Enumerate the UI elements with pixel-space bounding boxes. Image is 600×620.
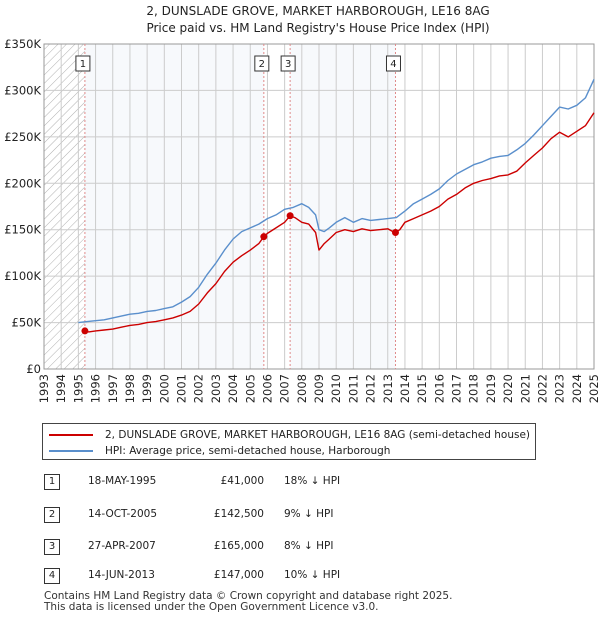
x-tick-label: 1993	[37, 374, 51, 403]
transaction-hpi: 10% ↓ HPI	[284, 569, 341, 581]
y-tick-label: £350K	[4, 37, 41, 51]
y-tick-label: £0	[26, 362, 41, 376]
x-tick-label: 2014	[398, 374, 412, 403]
transaction-point	[81, 327, 89, 335]
chart-title-line1: 2, DUNSLADE GROVE, MARKET HARBOROUGH, LE…	[146, 4, 489, 18]
ownership-band	[84, 44, 264, 369]
x-tick-label: 2016	[432, 374, 446, 403]
y-tick-label: £50K	[12, 316, 42, 330]
footer: Contains HM Land Registry data © Crown c…	[44, 591, 452, 613]
plot-frame	[43, 43, 595, 370]
table-row: 4 14-JUN-2013 £147,000 10% ↓ HPI	[44, 568, 384, 584]
x-tick-label: 2001	[175, 374, 189, 403]
transaction-date: 14-JUN-2013	[88, 569, 155, 581]
footer-line2: This data is licensed under the Open Gov…	[44, 601, 379, 613]
x-tick-label: 2013	[381, 374, 395, 403]
transaction-marker-number: 4	[390, 59, 396, 70]
price-chart: 2, DUNSLADE GROVE, MARKET HARBOROUGH, LE…	[4, 4, 600, 403]
transaction-price: £147,000	[213, 569, 264, 581]
x-tick-label: 2023	[553, 374, 567, 403]
x-tick-label: 2009	[312, 374, 326, 403]
x-tick-label: 2008	[295, 374, 309, 403]
transaction-date: 14-OCT-2005	[88, 508, 157, 520]
y-tick-label: £100K	[4, 269, 41, 283]
table-row: 2 14-OCT-2005 £142,500 9% ↓ HPI	[44, 507, 384, 523]
x-tick-label: 2004	[226, 374, 240, 403]
hpi-line	[78, 79, 595, 324]
x-tick-label: 2003	[209, 374, 223, 403]
x-tick-label: 2006	[260, 374, 274, 403]
legend-hpi-label: HPI: Average price, semi-detached house,…	[105, 445, 391, 457]
legend-price-swatch	[49, 434, 93, 436]
transaction-hpi: 8% ↓ HPI	[284, 540, 334, 552]
x-tick-label: 1994	[54, 374, 68, 403]
x-tick-label: 2000	[157, 374, 171, 403]
transaction-hpi: 9% ↓ HPI	[284, 508, 334, 520]
transaction-date: 27-APR-2007	[88, 540, 156, 552]
transaction-price: £142,500	[213, 508, 264, 520]
x-tick-label: 2005	[243, 374, 257, 403]
y-tick-label: £250K	[4, 130, 41, 144]
transaction-number: 2	[44, 507, 60, 523]
y-tick-label: £150K	[4, 223, 41, 237]
transaction-marker-number: 3	[285, 59, 291, 70]
x-tick-label: 2011	[346, 374, 360, 403]
x-tick-label: 2015	[415, 374, 429, 403]
y-tick-label: £300K	[4, 83, 41, 97]
transaction-marker-number: 1	[80, 59, 86, 70]
legend-price-row: 2, DUNSLADE GROVE, MARKET HARBOROUGH, LE…	[49, 427, 530, 443]
legend-hpi-row: HPI: Average price, semi-detached house,…	[49, 443, 390, 459]
transaction-point	[391, 229, 399, 236]
transaction-number: 1	[44, 474, 60, 490]
y-tick-label: £200K	[4, 176, 41, 190]
transaction-number: 4	[44, 568, 60, 584]
x-tick-label: 2022	[535, 374, 549, 403]
x-tick-label: 2025	[587, 374, 600, 403]
x-tick-label: 2024	[570, 374, 584, 403]
chart-title-line2: Price paid vs. HM Land Registry's House …	[146, 21, 489, 35]
transaction-number: 3	[44, 539, 60, 555]
x-tick-label: 2020	[501, 374, 515, 403]
transaction-price: £165,000	[213, 540, 264, 552]
transaction-date: 18-MAY-1995	[88, 475, 157, 487]
transaction-hpi: 18% ↓ HPI	[284, 475, 341, 487]
transaction-marker-box	[280, 55, 296, 72]
x-tick-label: 2019	[484, 374, 498, 403]
price-paid-line	[84, 112, 595, 333]
transaction-marker-box	[254, 55, 270, 72]
x-tick-label: 2018	[467, 374, 481, 403]
legend-hpi-swatch	[49, 450, 93, 452]
x-tick-label: 2002	[192, 374, 206, 403]
legend-price-label: 2, DUNSLADE GROVE, MARKET HARBOROUGH, LE…	[105, 429, 531, 441]
legend: 2, DUNSLADE GROVE, MARKET HARBOROUGH, LE…	[42, 423, 536, 460]
table-row: 1 18-MAY-1995 £41,000 18% ↓ HPI	[44, 474, 384, 490]
footer-line1: Contains HM Land Registry data © Crown c…	[44, 590, 453, 602]
x-tick-label: 1996	[89, 374, 103, 403]
transaction-price: £41,000	[220, 475, 264, 487]
x-tick-label: 1995	[71, 374, 85, 403]
transaction-marker-number: 2	[259, 59, 265, 70]
x-tick-label: 1999	[140, 374, 154, 403]
transaction-point	[286, 212, 294, 220]
x-tick-label: 2021	[518, 374, 532, 403]
transaction-marker-box	[75, 55, 91, 72]
x-tick-label: 2010	[329, 374, 343, 403]
x-tick-label: 1998	[123, 374, 137, 403]
x-tick-label: 2007	[278, 374, 292, 403]
x-tick-label: 2017	[450, 374, 464, 403]
x-tick-label: 1997	[106, 374, 120, 403]
transaction-point	[260, 233, 268, 241]
table-row: 3 27-APR-2007 £165,000 8% ↓ HPI	[44, 539, 384, 555]
transaction-marker-box	[385, 55, 401, 72]
x-tick-label: 2012	[364, 374, 378, 403]
